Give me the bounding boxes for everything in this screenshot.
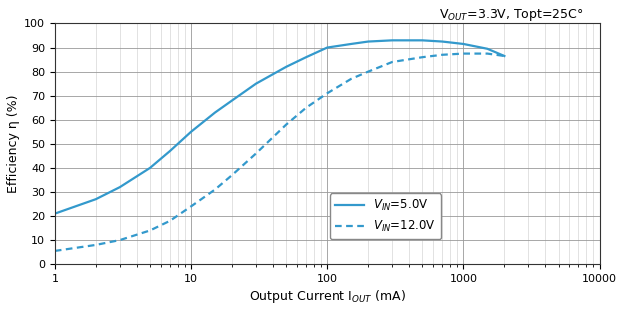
$V_{IN}$=12.0V [484, 52, 491, 56]
$V_{IN}$=12.0V [212, 188, 219, 192]
$V_{IN}$=5.0V [500, 54, 508, 58]
$V_{IN}$=5.0V [187, 130, 195, 134]
Text: V$_{OUT}$=3.3V, Topt=25C°: V$_{OUT}$=3.3V, Topt=25C° [439, 7, 583, 23]
$V_{IN}$=12.0V [166, 219, 173, 223]
$V_{IN}$=5.0V [484, 47, 491, 51]
Y-axis label: Efficiency η (%): Efficiency η (%) [7, 95, 20, 193]
$V_{IN}$=5.0V [283, 65, 290, 69]
X-axis label: Output Current I$_{OUT}$ (mA): Output Current I$_{OUT}$ (mA) [249, 288, 406, 305]
$V_{IN}$=12.0V [364, 70, 372, 74]
$V_{IN}$=5.0V [116, 185, 124, 189]
$V_{IN}$=12.0V [439, 53, 446, 57]
$V_{IN}$=12.0V [303, 106, 310, 110]
$V_{IN}$=12.0V [146, 229, 154, 232]
$V_{IN}$=12.0V [116, 238, 124, 242]
$V_{IN}$=5.0V [212, 111, 219, 115]
$V_{IN}$=5.0V [146, 166, 154, 170]
$V_{IN}$=12.0V [323, 91, 331, 95]
$V_{IN}$=12.0V [228, 173, 236, 177]
$V_{IN}$=12.0V [51, 249, 59, 253]
$V_{IN}$=12.0V [92, 243, 100, 247]
Line: $V_{IN}$=12.0V: $V_{IN}$=12.0V [55, 54, 504, 251]
Legend: $V_{IN}$=5.0V, $V_{IN}$=12.0V: $V_{IN}$=5.0V, $V_{IN}$=12.0V [330, 193, 441, 239]
$V_{IN}$=12.0V [388, 60, 396, 64]
$V_{IN}$=12.0V [419, 55, 426, 59]
$V_{IN}$=5.0V [323, 46, 331, 49]
$V_{IN}$=12.0V [252, 152, 260, 155]
$V_{IN}$=5.0V [439, 40, 446, 43]
$V_{IN}$=12.0V [500, 54, 508, 58]
$V_{IN}$=12.0V [460, 52, 467, 56]
$V_{IN}$=5.0V [364, 40, 372, 43]
$V_{IN}$=5.0V [51, 212, 59, 216]
$V_{IN}$=5.0V [419, 38, 426, 42]
$V_{IN}$=5.0V [460, 42, 467, 46]
Line: $V_{IN}$=5.0V: $V_{IN}$=5.0V [55, 40, 504, 214]
$V_{IN}$=5.0V [166, 149, 173, 153]
$V_{IN}$=12.0V [283, 123, 290, 126]
$V_{IN}$=12.0V [348, 77, 355, 81]
$V_{IN}$=5.0V [303, 55, 310, 59]
$V_{IN}$=5.0V [92, 197, 100, 201]
$V_{IN}$=5.0V [252, 82, 260, 85]
$V_{IN}$=5.0V [228, 99, 236, 102]
$V_{IN}$=5.0V [348, 42, 355, 46]
$V_{IN}$=12.0V [187, 205, 195, 208]
$V_{IN}$=5.0V [388, 38, 396, 42]
